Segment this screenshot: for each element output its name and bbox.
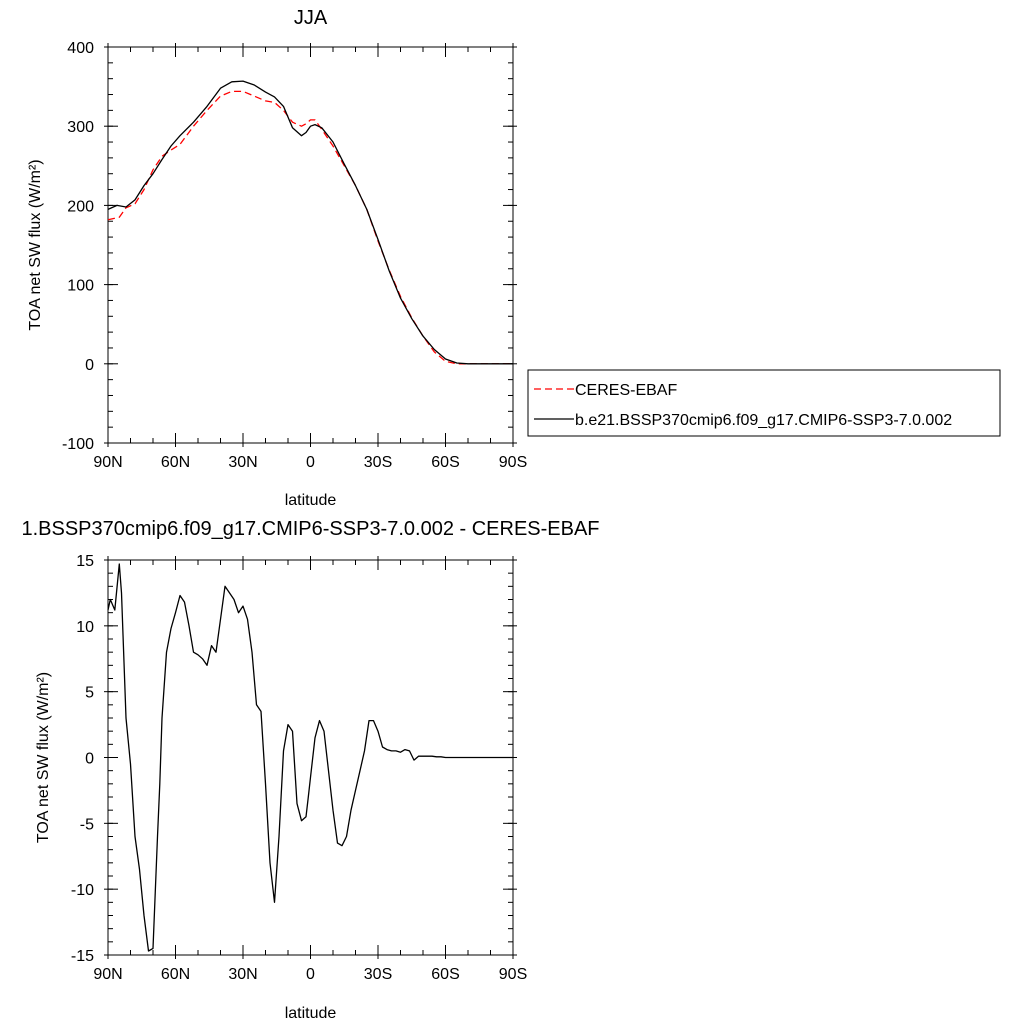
chart-panel-2: 1.BSSP370cmip6.f09_g17.CMIP6-SSP3-7.0.00… bbox=[21, 518, 599, 1022]
y-tick-label: 0 bbox=[85, 751, 94, 768]
y-axis-label: TOA net SW flux (W/m²) bbox=[27, 159, 44, 330]
x-tick-label: 60N bbox=[161, 966, 190, 983]
y-axis-label: TOA net SW flux (W/m²) bbox=[35, 672, 52, 843]
y-tick-label: -10 bbox=[71, 882, 94, 899]
x-axis-label: latitude bbox=[285, 492, 337, 509]
y-tick-label: 10 bbox=[76, 619, 94, 636]
x-tick-label: 90N bbox=[93, 966, 122, 983]
x-tick-label: 60S bbox=[431, 966, 459, 983]
x-tick-label: 90N bbox=[93, 454, 122, 471]
x-tick-label: 60S bbox=[431, 454, 459, 471]
x-tick-label: 60N bbox=[161, 454, 190, 471]
x-tick-label: 30S bbox=[364, 966, 392, 983]
x-tick-label: 0 bbox=[306, 454, 315, 471]
x-tick-label: 30S bbox=[364, 454, 392, 471]
y-tick-label: -5 bbox=[80, 816, 94, 833]
y-tick-label: 200 bbox=[67, 198, 94, 215]
chart-title: JJA bbox=[294, 7, 328, 29]
legend-label: CERES-EBAF bbox=[575, 382, 677, 399]
x-tick-label: 90S bbox=[499, 454, 527, 471]
series-line-b-e21-bssp370cmip6-f09-g17-cmip6-ssp3-7-0-002 bbox=[107, 80, 513, 365]
series-line-ceres-ebaf bbox=[107, 90, 513, 365]
x-axis-label: latitude bbox=[285, 1005, 337, 1022]
y-tick-label: 5 bbox=[85, 685, 94, 702]
legend-label: b.e21.BSSP370cmip6.f09_g17.CMIP6-SSP3-7.… bbox=[575, 412, 952, 429]
y-tick-label: 100 bbox=[67, 278, 94, 295]
chart-panel-1: JJA 90N 60N 30N 0 30S 60S 90S 400 300 200 100 0 -100 l… bbox=[27, 7, 1001, 509]
chart-title: 1.BSSP370cmip6.f09_g17.CMIP6-SSP3-7.0.00… bbox=[21, 518, 599, 540]
legend-box bbox=[527, 369, 1001, 437]
x-tick-label: 0 bbox=[306, 966, 315, 983]
y-tick-label: -15 bbox=[71, 948, 94, 965]
y-tick-label: 0 bbox=[85, 357, 94, 374]
x-tick-label: 30N bbox=[228, 966, 257, 983]
x-tick-label: 90S bbox=[499, 966, 527, 983]
y-tick-label: 15 bbox=[76, 553, 94, 570]
y-tick-label: -100 bbox=[62, 436, 94, 453]
x-tick-label: 30N bbox=[228, 454, 257, 471]
legend: CERES-EBAF b.e21.BSSP370cmip6.f09_g17.CMI… bbox=[527, 369, 1001, 437]
plot-frame bbox=[107, 46, 514, 444]
y-tick-label: 400 bbox=[67, 40, 94, 57]
series-line-difference bbox=[107, 563, 513, 952]
y-tick-label: 300 bbox=[67, 119, 94, 136]
